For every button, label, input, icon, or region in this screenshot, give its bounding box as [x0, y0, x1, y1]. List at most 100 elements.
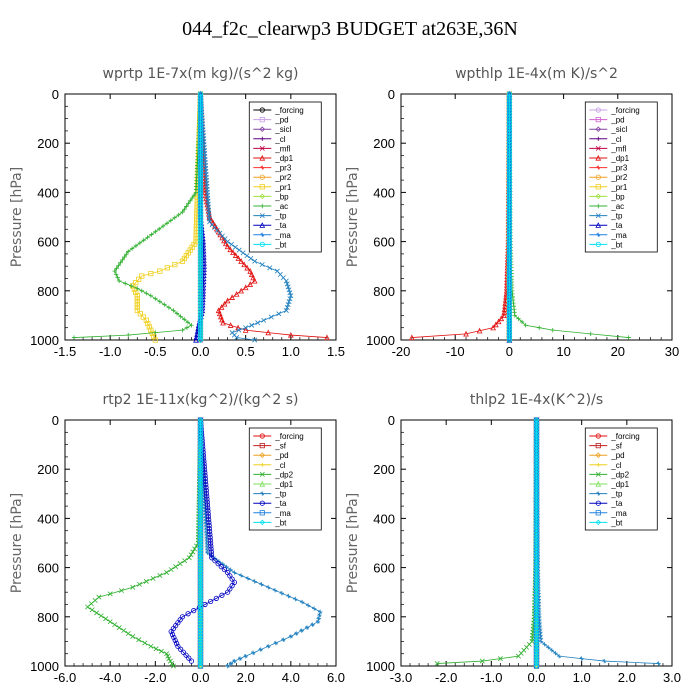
series-point — [197, 198, 204, 204]
legend-label: _pd — [610, 116, 624, 125]
series-point — [240, 250, 246, 256]
y-tick-label: 1000 — [366, 333, 395, 348]
series-point — [197, 103, 204, 109]
series-point — [197, 236, 204, 242]
series-point — [286, 593, 291, 599]
series-point — [137, 581, 143, 587]
legend-label: _bt — [274, 240, 287, 249]
series-point — [121, 628, 127, 634]
series-point — [143, 578, 149, 584]
y-tick-label: 800 — [37, 610, 59, 625]
series-point — [304, 625, 310, 630]
series-point — [237, 656, 243, 661]
series-point — [272, 588, 278, 593]
series-point — [317, 612, 322, 618]
series-point — [197, 112, 204, 118]
series-point — [184, 325, 190, 330]
series-point — [197, 257, 204, 263]
series-point — [177, 561, 183, 567]
series-point — [276, 311, 282, 317]
series-point — [134, 299, 140, 305]
series-point — [133, 279, 139, 286]
series-dp1 — [408, 90, 513, 341]
legend-label: _dp1 — [610, 480, 629, 489]
legend-label: _dp1 — [610, 154, 629, 163]
series-point — [261, 317, 267, 323]
y-tick-label: 200 — [37, 136, 59, 151]
series-point — [197, 221, 204, 228]
series-point — [230, 249, 236, 256]
series-point — [197, 266, 204, 272]
legend-label: _tp — [610, 212, 623, 221]
legend-label: _pr1 — [274, 183, 292, 192]
legend-label: _pr3 — [610, 164, 628, 173]
series-point — [197, 325, 204, 331]
legend-marker — [259, 107, 265, 113]
series-point — [224, 297, 231, 304]
series-point — [172, 215, 177, 220]
series-point — [197, 165, 204, 171]
series-point — [197, 91, 204, 97]
series-point — [197, 168, 204, 174]
legend-label: _cl — [274, 135, 285, 144]
legend-marker — [259, 222, 266, 228]
series-point — [197, 215, 204, 222]
series-point — [172, 261, 178, 268]
series-point — [116, 625, 122, 631]
legend-marker — [260, 165, 265, 170]
series-point — [150, 575, 156, 581]
series-bt — [197, 91, 204, 343]
legend-marker — [259, 213, 265, 219]
series-point — [197, 301, 204, 308]
series-point — [197, 263, 204, 269]
x-tick-label: 4.0 — [282, 670, 300, 685]
series-point — [286, 287, 292, 293]
x-tick-label: 1.0 — [282, 344, 300, 359]
series-point — [145, 320, 151, 327]
series-point — [288, 634, 294, 639]
series-point — [197, 156, 204, 162]
series-point — [197, 331, 204, 337]
series-point — [197, 100, 204, 106]
series-point — [168, 567, 174, 573]
series-point — [89, 607, 95, 613]
series-point — [197, 230, 204, 236]
series-point — [238, 573, 244, 578]
series-point — [197, 284, 204, 290]
series-point — [247, 268, 254, 274]
series-point — [201, 180, 208, 187]
series-point — [129, 283, 134, 289]
series-point — [182, 207, 187, 212]
series-point — [171, 308, 176, 313]
x-tick-label: 2.0 — [618, 670, 636, 685]
panel-title: thlp2 1E-4x(K^2)/s — [470, 392, 603, 408]
legend: _forcing_pd_sicl_cl_mfl_dp1_pr3_pr2_pr1_… — [584, 101, 658, 253]
legend-label: _pr2 — [610, 173, 628, 182]
series-point — [157, 572, 163, 578]
x-tick-label: 1.5 — [327, 344, 345, 359]
series-point — [217, 313, 224, 320]
series-point — [115, 275, 120, 280]
series-point — [107, 619, 113, 625]
series-point — [259, 262, 265, 268]
y-tick-label: 0 — [388, 87, 395, 102]
series-point — [180, 327, 185, 333]
series-point — [189, 195, 195, 201]
legend-label: _bt — [274, 518, 287, 527]
series-point — [255, 320, 261, 326]
series-point — [164, 221, 170, 226]
y-tick-label: 1000 — [366, 659, 395, 674]
legend-label: _dp2 — [610, 470, 629, 479]
series-point — [197, 118, 204, 124]
series-point — [197, 204, 204, 210]
legend-label: _bt — [610, 240, 623, 249]
series-point — [266, 585, 271, 590]
legend-label: _tp — [274, 212, 287, 221]
series-point — [197, 195, 204, 201]
series-point — [197, 298, 204, 305]
series-point — [197, 138, 204, 145]
series-point — [197, 159, 204, 165]
series-point — [85, 604, 91, 610]
series-point — [236, 327, 242, 333]
